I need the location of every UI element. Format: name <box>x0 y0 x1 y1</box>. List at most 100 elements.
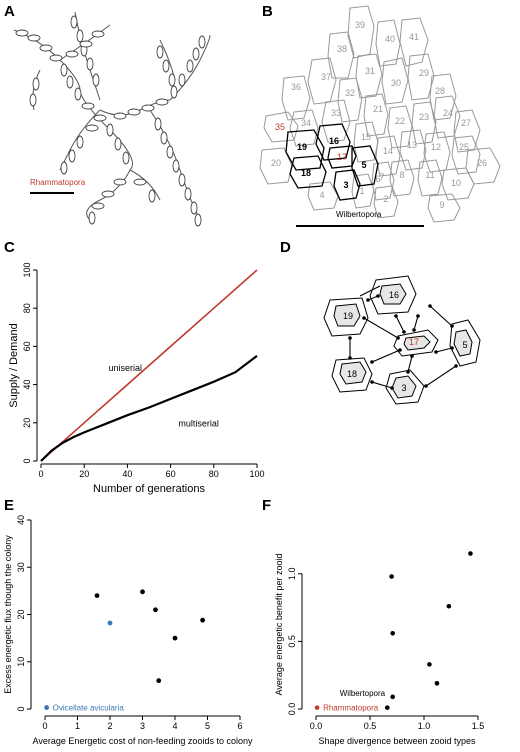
zooid-number: 34 <box>301 118 311 128</box>
x-tick-label: 100 <box>249 469 264 479</box>
wilbertopora-black-zooids <box>285 123 379 201</box>
data-point <box>107 620 113 626</box>
data-point <box>390 694 395 700</box>
y-tick-label: 0 <box>16 706 26 711</box>
x-tick-label: 1.5 <box>472 721 485 731</box>
panel-label-b: B <box>262 3 273 20</box>
zooid-number: 18 <box>347 369 357 379</box>
zooid-number: 4 <box>319 190 324 200</box>
x-tick-label: 60 <box>166 469 176 479</box>
zooid-19-inner <box>333 303 361 327</box>
rhammatopora-colony-drawing <box>13 11 211 221</box>
zooid-number: 11 <box>425 170 434 180</box>
zooid-number: 32 <box>345 88 355 98</box>
zooid-number: 19 <box>343 311 353 321</box>
zooid-5-inner <box>453 329 473 357</box>
chart-c: 0 20 40 60 80 100 0 20 40 60 80 100 Number of genera… <box>8 262 265 495</box>
x-tick-label: 1 <box>75 721 80 731</box>
data-point <box>468 551 473 556</box>
panel-b: B <box>259 3 501 227</box>
series-label-multiserial: multiserial <box>178 419 219 429</box>
x-tick-label: 0.0 <box>310 721 323 731</box>
data-point <box>390 630 395 636</box>
x-tick-label: 40 <box>122 469 132 479</box>
data-point <box>446 603 452 609</box>
zooid-network-arrowheads <box>348 294 458 390</box>
wilbertopora-grey-zooids <box>259 5 501 223</box>
x-tick-label: 2 <box>107 721 112 731</box>
zooid-number: 6 <box>375 174 380 184</box>
data-point <box>44 705 50 710</box>
zooid-number: 2 <box>383 194 388 204</box>
data-point <box>427 662 432 667</box>
y-tick-label: 80 <box>22 303 32 313</box>
wilbertopora-zooid-numbers: 39 40 41 38 31 30 29 28 37 32 21 36 22 2… <box>271 20 487 210</box>
rhammatopora-zooids <box>15 15 206 227</box>
zooid-number: 33 <box>331 108 341 118</box>
zooid-network-arrows <box>349 285 457 389</box>
x-tick-label: 80 <box>209 469 219 479</box>
zooid-number: 41 <box>409 32 419 42</box>
zooid-number: 37 <box>321 72 331 82</box>
data-point <box>434 681 440 686</box>
data-point <box>94 593 100 598</box>
y-axis-title: Excess energetic flux though the colony <box>3 535 13 694</box>
y-tick-label: 20 <box>22 418 32 428</box>
zooid-number: 30 <box>391 78 401 88</box>
zooid-number: 28 <box>435 86 445 96</box>
zooid-number: 24 <box>443 108 453 118</box>
zooid-number: 17 <box>337 152 347 162</box>
zooid-number: 12 <box>431 142 441 152</box>
data-point <box>200 617 206 623</box>
y-tick-label: 20 <box>16 609 26 619</box>
x-tick-label: 0 <box>42 721 47 731</box>
zooid-number: 27 <box>461 118 471 128</box>
zooid-number: 5 <box>462 340 467 350</box>
y-tick-label: 1.0 <box>287 568 297 581</box>
zooid-number: 10 <box>451 178 461 188</box>
zooid-number: 19 <box>297 142 307 152</box>
zooid-number: 38 <box>337 44 347 54</box>
zooid-number: 20 <box>271 158 281 168</box>
zooid-number: 3 <box>343 180 348 190</box>
data-point <box>314 705 320 710</box>
data-point <box>140 589 145 595</box>
zooid-number: 17 <box>409 337 419 347</box>
zooid-number: 9 <box>439 200 444 210</box>
zooid-number: 5 <box>361 160 366 170</box>
zooid-number: 35 <box>275 122 285 132</box>
rhammatopora-label: Rhammatopora <box>30 178 86 187</box>
annotation-rhammatopora: Rhammatopora <box>323 704 379 713</box>
x-axis-title: Number of generations <box>93 483 205 495</box>
zooid-number: 40 <box>385 34 395 44</box>
zooid-number: 8 <box>399 170 404 180</box>
zooid-number: 25 <box>459 142 469 152</box>
x-tick-label: 20 <box>79 469 89 479</box>
y-tick-label: 10 <box>16 657 26 667</box>
series-line-multiserial <box>40 355 258 462</box>
zooid-18-inner <box>339 361 367 385</box>
x-axis-title: Shape divergence between zooid types <box>318 736 476 746</box>
zooid-number: 15 <box>361 132 371 142</box>
zooid-number: 29 <box>419 68 429 78</box>
data-point <box>384 705 390 710</box>
panel-c: C 0 20 40 60 80 100 0 20 40 60 80 100 Number of gene… <box>4 239 265 495</box>
wilbertopora-label: Wilbertopora <box>336 210 382 219</box>
data-point <box>153 607 158 613</box>
zooid-number: 7 <box>379 172 384 182</box>
panel-label-d: D <box>280 239 291 256</box>
y-tick-label: 30 <box>16 562 26 572</box>
chart-e: 0 1 2 3 4 5 6 0 10 20 30 40 Average Energetic cost o… <box>3 515 253 746</box>
zooid-number: 21 <box>373 104 383 114</box>
chart-f: 0.0 0.5 1.0 1.5 0.0 0.5 1.0 Shape divergence be… <box>274 551 484 746</box>
panel-label-a: A <box>4 3 15 20</box>
zooid-number: 39 <box>355 20 365 30</box>
panel-a: A <box>4 3 211 227</box>
y-tick-label: 100 <box>22 262 32 277</box>
x-tick-label: 5 <box>205 721 210 731</box>
x-tick-label: 4 <box>172 721 177 731</box>
zooid-17-inner <box>403 335 431 351</box>
zooid-16-inner <box>379 283 407 305</box>
y-axis-title: Supply / Demand <box>8 323 20 407</box>
zooid-number: 31 <box>365 66 375 76</box>
